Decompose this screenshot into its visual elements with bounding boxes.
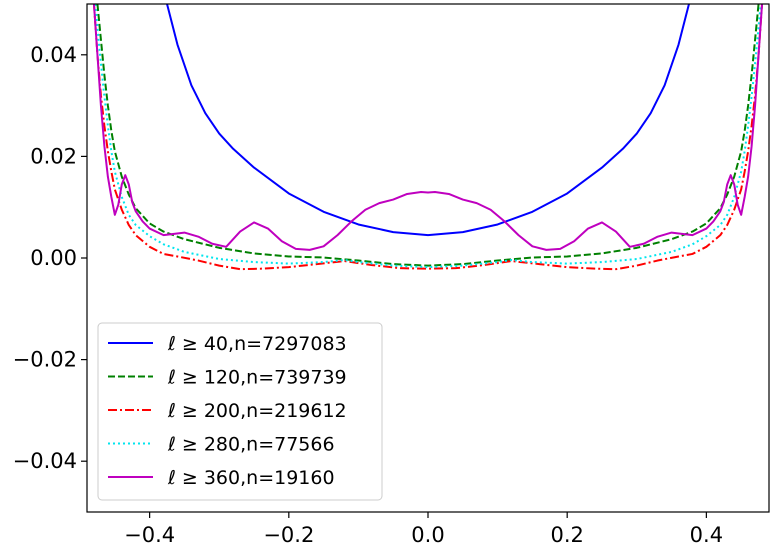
series-line-5 bbox=[92, 4, 764, 251]
y-tick-label: 0.04 bbox=[30, 43, 77, 67]
legend: ℓ ≥ 40,n=7297083 ℓ ≥ 120,n=739739 ℓ ≥ 200,… bbox=[97, 322, 383, 501]
series-layer bbox=[92, 4, 764, 271]
x-tick-label: 0.2 bbox=[550, 523, 583, 547]
x-tick-label: 0.4 bbox=[690, 523, 723, 547]
series-line-1 bbox=[166, 4, 690, 237]
x-tick-label: −0.4 bbox=[124, 523, 175, 547]
x-tick-label: 0.0 bbox=[411, 523, 444, 547]
y-tick-label: −0.02 bbox=[13, 348, 77, 372]
legend-label-2: ℓ ≥ 120,n=739739 bbox=[167, 367, 347, 389]
legend-label-1: ℓ ≥ 40,n=7297083 bbox=[167, 333, 347, 355]
axes-layer: −0.4 −0.2 0.0 0.2 0.4 0.04 0.02 0.00 −0.02 −0.04 bbox=[13, 3, 770, 547]
y-tick-label: 0.00 bbox=[30, 246, 77, 270]
legend-label-3: ℓ ≥ 200,n=219612 bbox=[167, 400, 347, 422]
legend-label-4: ℓ ≥ 280,n=77566 bbox=[167, 434, 335, 456]
y-tick-label: 0.02 bbox=[30, 144, 77, 168]
series-line-3 bbox=[92, 4, 764, 271]
x-tick-label: −0.2 bbox=[263, 523, 314, 547]
y-tick-label: −0.04 bbox=[13, 449, 77, 473]
series-line-2 bbox=[96, 4, 760, 267]
series-line-4 bbox=[94, 4, 762, 269]
legend-box bbox=[97, 322, 383, 501]
legend-label-5: ℓ ≥ 360,n=19160 bbox=[167, 467, 335, 489]
